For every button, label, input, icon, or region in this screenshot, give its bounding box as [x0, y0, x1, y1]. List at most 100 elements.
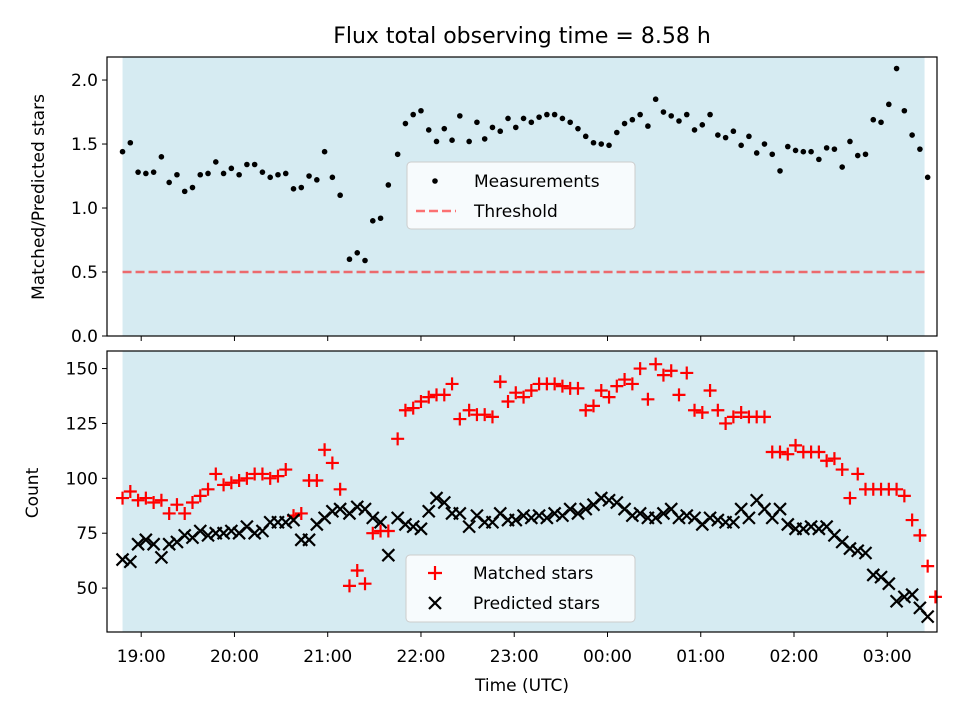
bottom-y-axis-label: Count [23, 467, 43, 518]
measurement-point [668, 113, 675, 119]
x-axis-label: Time (UTC) [474, 676, 569, 696]
legend-matched-marker [428, 566, 442, 580]
measurement-point [306, 173, 312, 179]
predicted-star-point [123, 554, 138, 569]
legend-measurements-label: Measurements [474, 172, 600, 192]
top-panel: 0.00.51.01.52.0 Matched/Predicted stars … [29, 56, 938, 347]
y-tick-label: 75 [76, 524, 98, 544]
measurement-point [784, 143, 791, 150]
measurement-point [520, 115, 527, 122]
measurement-point [746, 133, 752, 140]
matched-star-point [333, 482, 347, 496]
measurement-point [290, 186, 297, 192]
y-tick-label: 0.5 [71, 263, 98, 283]
matched-star-point [548, 377, 562, 391]
matched-star-point [633, 362, 647, 376]
measurement-point [497, 128, 504, 135]
matched-star-point [602, 390, 616, 404]
matched-star-point [170, 498, 184, 512]
predicted-star-point [421, 504, 436, 519]
predicted-star-point [866, 568, 881, 582]
predicted-star-point [773, 502, 787, 516]
matched-star-point [913, 528, 927, 542]
matched-star-point [719, 416, 733, 430]
matched-star-point [843, 491, 857, 505]
matched-star-point [318, 443, 332, 457]
matched-star-point [579, 403, 593, 417]
measurement-point [691, 127, 698, 133]
measurement-point [275, 171, 281, 178]
matched-star-point [555, 379, 569, 393]
measurement-point [621, 120, 628, 127]
matched-star-point [414, 394, 428, 408]
matched-star-point [656, 368, 670, 382]
measurement-point [489, 124, 496, 131]
measurement-point [870, 116, 877, 123]
predicted-star-point [286, 513, 301, 527]
matched-star-point [827, 452, 841, 466]
matched-star-point [131, 493, 145, 507]
matched-star-point [890, 482, 904, 496]
predicted-star-point [812, 522, 826, 536]
measurement-point [730, 128, 737, 135]
matched-star-point [594, 384, 608, 398]
predicted-star-point [850, 543, 865, 558]
matched-star-point [501, 394, 515, 408]
matched-star-point [897, 489, 911, 503]
predicted-star-point [540, 511, 554, 525]
measurement-point [823, 145, 830, 151]
measurement-point [901, 107, 908, 114]
y-tick-label: 0.0 [71, 327, 98, 347]
x-tick-label: 23:00 [490, 647, 539, 667]
matched-star-point [509, 386, 523, 400]
legend-matched-label: Matched stars [473, 564, 593, 584]
measurement-point [166, 179, 172, 186]
x-tick-label: 20:00 [210, 647, 259, 667]
y-tick-label: 50 [76, 579, 98, 599]
measurement-point [251, 161, 258, 168]
measurement-point [329, 174, 336, 181]
predicted-star-point [154, 550, 169, 565]
matched-star-point [905, 513, 919, 527]
matched-star-point [672, 388, 686, 402]
predicted-star-point [115, 552, 130, 567]
measurement-point [909, 132, 915, 138]
measurement-point [220, 170, 227, 177]
measurement-point [127, 139, 134, 146]
legend-predicted-label: Predicted stars [473, 594, 600, 614]
predicted-star-point [516, 508, 531, 523]
predicted-star-point [414, 522, 428, 536]
predicted-star-point [563, 502, 577, 516]
measurement-point [410, 111, 416, 118]
measurement-point [236, 171, 242, 178]
predicted-star-point [429, 491, 444, 505]
predicted-star-point [656, 506, 671, 521]
measurement-point [433, 138, 440, 145]
predicted-star-point [905, 587, 919, 602]
matched-star-point [571, 381, 585, 395]
measurement-point [267, 174, 274, 181]
matched-star-point [398, 403, 412, 417]
matched-star-point [391, 432, 405, 446]
predicted-star-point [139, 533, 153, 547]
measurement-point [321, 148, 328, 155]
measurement-point [893, 65, 900, 72]
matched-star-point [517, 390, 531, 404]
matched-star-point [240, 471, 254, 485]
x-tick-label: 00:00 [583, 647, 632, 667]
measurement-point [418, 107, 424, 114]
legend-measurements-marker [432, 178, 438, 184]
measurement-point [808, 148, 814, 155]
top-panel-frame [106, 56, 938, 337]
measurement-point [707, 111, 713, 118]
measurement-point [777, 168, 783, 174]
measurement-point [575, 125, 581, 132]
matched-star-point [271, 469, 285, 483]
predicted-star-point [726, 515, 741, 530]
matched-star-point [381, 524, 395, 538]
matched-star-point [445, 377, 459, 391]
measurement-point [449, 137, 455, 143]
matched-star-point [773, 445, 787, 459]
matched-star-point [279, 463, 293, 477]
measurement-point [598, 141, 605, 147]
